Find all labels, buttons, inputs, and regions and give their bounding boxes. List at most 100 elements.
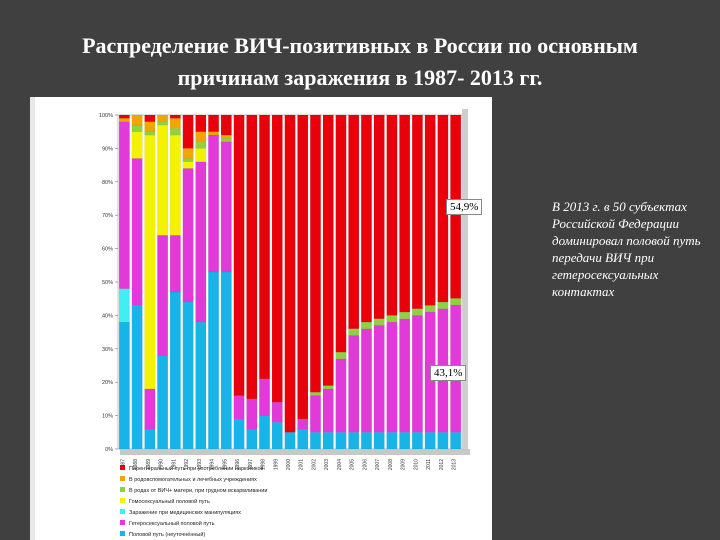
x-tick-label: 1987 [120, 459, 126, 470]
bar-segment-magenta [412, 315, 423, 433]
panel-edge [30, 97, 35, 540]
bar-segment-cyan [424, 432, 436, 450]
bar-segment-magenta [118, 121, 130, 289]
y-tick-label: 30% [102, 347, 113, 353]
y-tick-label: 70% [102, 213, 113, 219]
x-tick-label: 2010 [413, 459, 419, 470]
bar-segment-cyan [271, 422, 283, 450]
bar-segment-magenta [399, 318, 411, 433]
bar-segment-red [335, 114, 347, 353]
x-tick-label: 1995 [222, 459, 228, 470]
bar-segment-red [169, 114, 181, 119]
bar-segment-magenta [195, 161, 207, 323]
bar-segment-magenta [157, 235, 168, 356]
bar-segment-cyan [169, 291, 181, 450]
bar-segment-cyan [335, 432, 347, 450]
bar-segment-red [182, 114, 194, 149]
bar-segment-cyan [386, 432, 398, 450]
bar-segment-cyan [297, 428, 309, 450]
bar-segment-yellow [182, 161, 194, 169]
x-tick-label: 1990 [159, 459, 165, 470]
bar-segment-red [233, 114, 245, 396]
bar-segment-green [195, 141, 207, 149]
y-tick-label: 60% [102, 247, 113, 253]
bar-segment-green [386, 315, 398, 323]
bar-segment-magenta [169, 235, 181, 293]
bar-segment-cyan [284, 432, 296, 450]
x-tick-label: 2006 [362, 459, 368, 470]
bar-segment-red [271, 114, 283, 403]
plot-floor [120, 449, 470, 455]
stacked-bar-chart: 0% 10% 20% 30% 40% 50% 60% 70% 80% 90% 100% 1987 198… [99, 109, 470, 538]
bar-segment-yellow [157, 124, 168, 236]
bar-segment-orange [144, 121, 156, 132]
x-tick-label: 2002 [311, 459, 317, 470]
bar-segment-red [284, 114, 296, 433]
bar-segment-magenta [246, 398, 258, 430]
bar-segment-cyan [144, 428, 156, 450]
bar-segment-green [310, 392, 321, 396]
bar-segment-magenta [348, 335, 360, 433]
bar-segment-red [220, 114, 232, 136]
legend-swatch-orange [120, 476, 125, 481]
bar-segment-magenta [220, 141, 232, 273]
bar-segment-magenta [208, 134, 219, 273]
y-tick-label: 40% [102, 313, 113, 319]
legend-label: Заражение при медицинских манипуляциях [129, 510, 241, 516]
x-tick-label: 2004 [337, 459, 343, 470]
x-tick-label: 2000 [286, 459, 292, 470]
bar-segment-red [361, 114, 372, 323]
legend-swatch-red [120, 465, 125, 470]
bar-segment-cyan [195, 321, 207, 450]
y-tick-label: 50% [102, 280, 113, 286]
bar-segment-red [118, 114, 130, 119]
y-tick-label: 100% [99, 113, 113, 119]
x-tick-label: 2013 [452, 459, 458, 470]
x-tick-label: 1996 [235, 459, 241, 470]
bar-segment-green [361, 321, 372, 329]
bar-segment-red [259, 114, 270, 380]
callout-red-share: 54,9% [446, 199, 483, 215]
plot-side-wall [462, 109, 468, 449]
legend-label: Парентеральный путь при употреблении нар… [129, 465, 264, 472]
bar-segment-red [297, 114, 309, 420]
bar-segment-magenta [310, 395, 321, 433]
bar-segment-orange [195, 131, 207, 142]
bar-segment-red [144, 114, 156, 122]
bar-segment-red [424, 114, 436, 306]
bar-segment-cyan [246, 428, 258, 450]
legend-label: В родовспомогательных и лечебных учрежде… [129, 477, 257, 483]
bar-segment-cyan [182, 301, 194, 450]
x-tick-label: 1988 [133, 459, 139, 470]
bar-segment-cyan [259, 415, 270, 450]
bar-segment-red [348, 114, 360, 329]
bar-segment-red [399, 114, 411, 313]
bar-segment-cyan [208, 271, 219, 450]
bar-segment-cyan [450, 432, 462, 450]
bar-segment-cyan [348, 432, 360, 450]
bar-segment-red [386, 114, 398, 316]
slide-title-line1: Распределение ВИЧ-позитивных в России по… [82, 33, 638, 58]
legend-label: Гомосексуальный половой путь [129, 498, 210, 505]
x-tick-label: 1999 [273, 459, 279, 470]
bar-segment-cyan [220, 271, 232, 450]
x-tick-label: 1991 [171, 459, 177, 470]
legend-swatch-lightcyan [120, 509, 125, 514]
x-tick-label: 2009 [401, 459, 407, 470]
bar-segment-cyan [131, 305, 143, 450]
bar-segment-red [373, 114, 385, 319]
bar-segment-magenta [335, 358, 347, 433]
bar-segment-green [399, 311, 411, 319]
bar-segment-cyan [373, 432, 385, 450]
bar-segment-green [322, 385, 334, 390]
bar-segment-green [169, 128, 181, 136]
bar-segment-magenta [322, 388, 334, 433]
bar-segment-green [220, 138, 232, 142]
bar-segment-magenta [233, 395, 245, 420]
x-tick-label: 2011 [426, 459, 432, 470]
chart-panel: 0% 10% 20% 30% 40% 50% 60% 70% 80% 90% 100% 1987 198… [30, 97, 492, 540]
x-tick-label: 1992 [184, 459, 190, 470]
bar-segment-cyan [322, 432, 334, 450]
x-tick-label: 2003 [324, 459, 330, 470]
slide-title: Распределение ВИЧ-позитивных в России по… [0, 30, 720, 94]
